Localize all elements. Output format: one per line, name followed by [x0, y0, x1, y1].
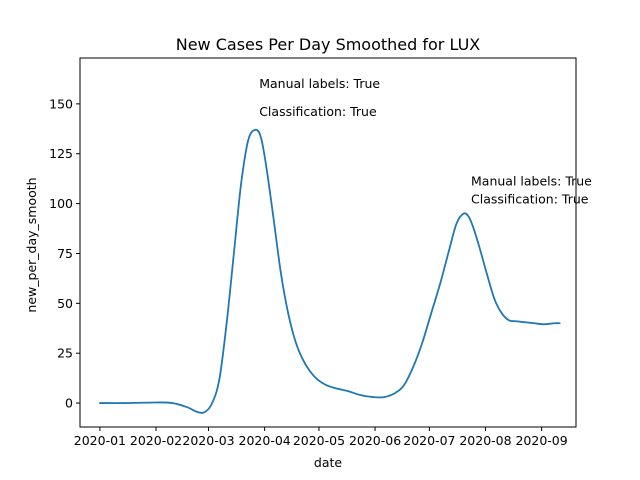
- annotation-text: Manual labels: True: [259, 76, 380, 91]
- y-tick-label: 100: [49, 196, 73, 211]
- annotation-text: Classification: True: [259, 104, 377, 119]
- y-tick-label: 125: [49, 146, 73, 161]
- annotation-text: Classification: True: [471, 192, 589, 207]
- y-tick-label: 75: [57, 246, 73, 261]
- annotation-layer: Manual labels: True Classification: True M…: [259, 76, 592, 207]
- series-layer: [99, 128, 561, 414]
- x-axis-label: date: [314, 455, 342, 470]
- x-axis: 2020-01 2020-02 2020-03 2020-04 2020-05 2020-…: [74, 427, 568, 448]
- y-tick-label: 150: [49, 96, 73, 111]
- chart-title: New Cases Per Day Smoothed for LUX: [176, 35, 481, 54]
- x-tick-label: 2020-08: [459, 433, 511, 448]
- y-tick-label: 25: [57, 346, 73, 361]
- y-axis-label: new_per_day_smooth: [24, 177, 39, 312]
- x-tick-label: 2020-06: [349, 433, 401, 448]
- x-tick-label: 2020-07: [403, 433, 455, 448]
- x-tick-label: 2020-04: [239, 433, 291, 448]
- y-tick-label: 50: [57, 296, 73, 311]
- plot-area: [79, 57, 577, 428]
- x-tick-label: 2020-03: [182, 433, 234, 448]
- x-tick-label: 2020-01: [74, 433, 126, 448]
- x-tick-label: 2020-02: [130, 433, 182, 448]
- plot-frame: [79, 57, 577, 428]
- series-line: [99, 128, 561, 414]
- x-tick-label: 2020-09: [515, 433, 567, 448]
- x-tick-label: 2020-05: [293, 433, 345, 448]
- y-axis: 0 25 50 75 100 125 150: [49, 96, 80, 411]
- y-tick-label: 0: [65, 396, 73, 411]
- annotation-text: Manual labels: True: [471, 174, 592, 189]
